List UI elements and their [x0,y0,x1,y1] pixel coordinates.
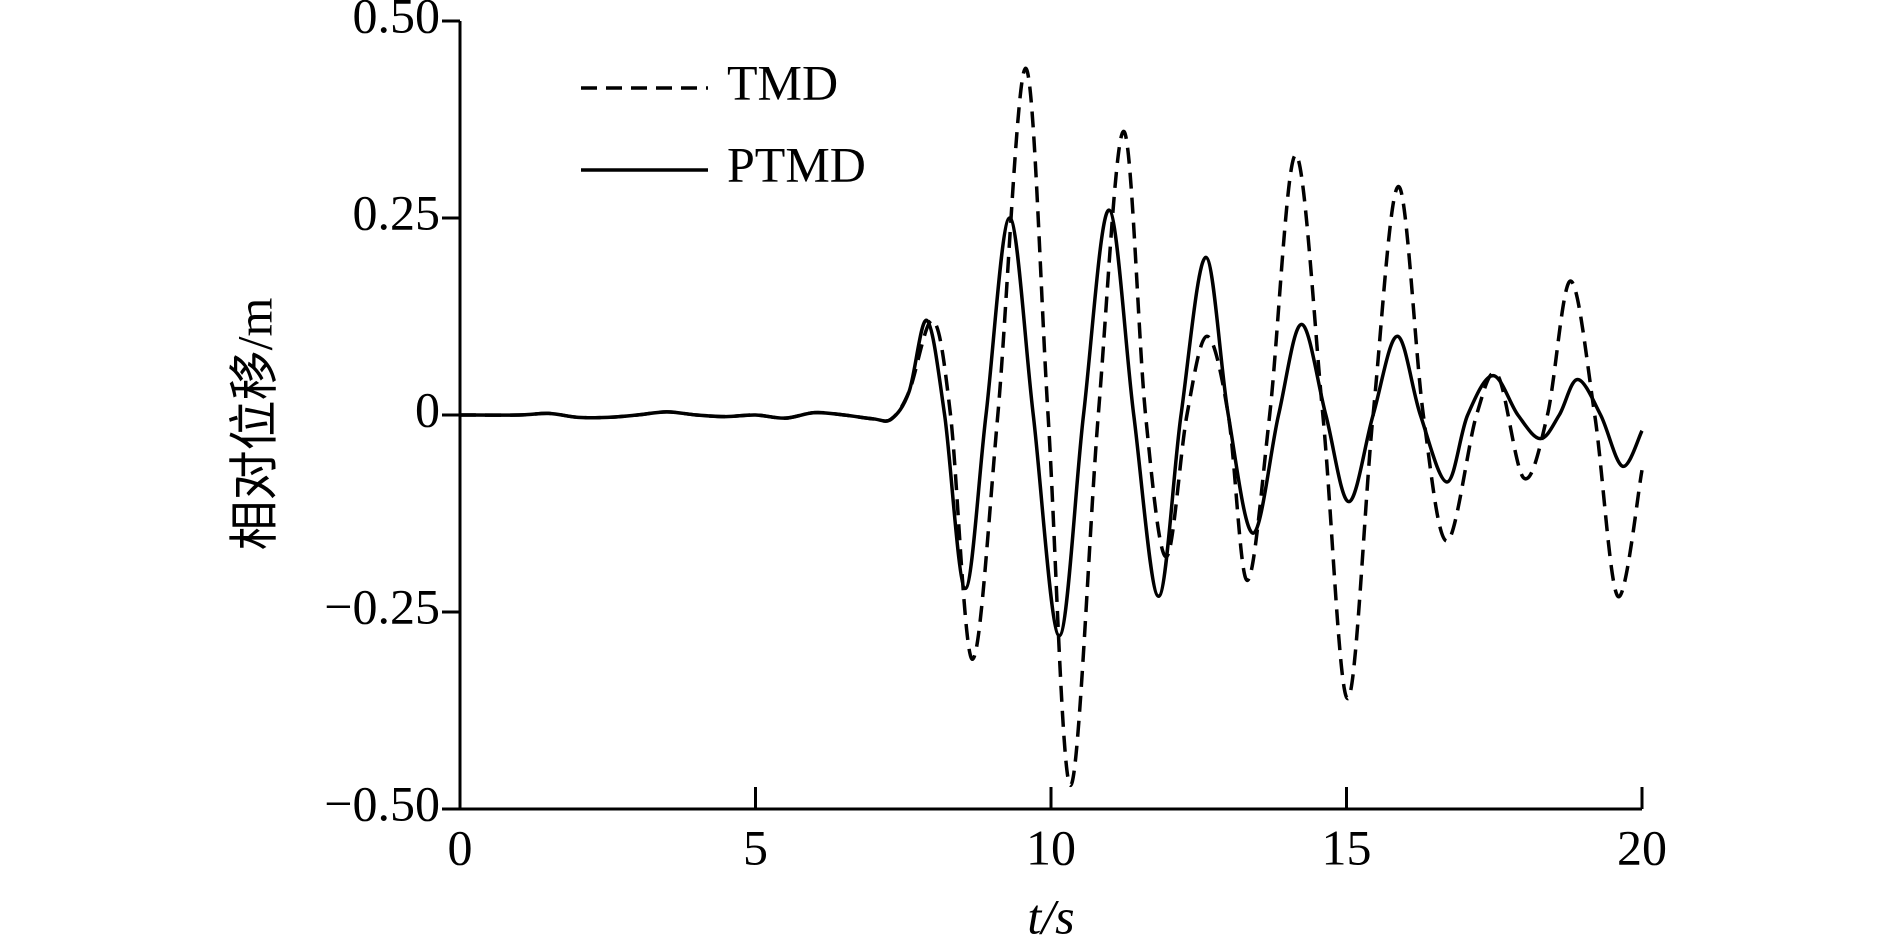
y-tick-label: 0.50 [353,0,441,43]
y-tick-label: −0.25 [324,578,440,634]
legend-label: PTMD [727,136,866,192]
x-tick-label: 20 [1617,819,1667,875]
y-axis-label: 相对位移/m [226,298,282,551]
line-series [459,208,1644,638]
x-tick-label: 0 [448,819,473,875]
x-tick-label: 5 [743,819,768,875]
y-tick-label: 0.25 [353,184,441,240]
x-tick-label: 15 [1322,819,1372,875]
y-tick-label: −0.50 [324,775,440,831]
y-tick-label: 0 [415,381,440,437]
x-tick-label: 10 [1026,819,1076,875]
x-axis-label: t/s [1027,888,1074,941]
legend-label: TMD [727,54,838,110]
